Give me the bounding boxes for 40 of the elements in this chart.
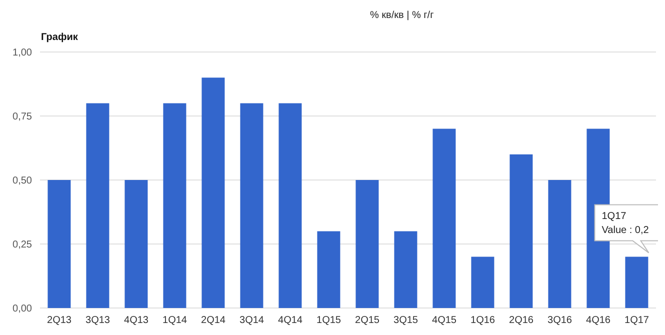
bar bbox=[48, 180, 71, 308]
x-tick-label: 3Q15 bbox=[394, 315, 418, 326]
bar bbox=[240, 103, 264, 308]
chart-title: График bbox=[41, 32, 78, 43]
x-tick-label: 4Q13 bbox=[124, 315, 149, 326]
y-tick-label: 0,50 bbox=[12, 176, 32, 187]
x-tick-label: 1Q14 bbox=[162, 315, 188, 326]
y-tick-label: 1,00 bbox=[12, 48, 32, 59]
bar bbox=[548, 180, 572, 308]
y-tick-label: 0,25 bbox=[12, 240, 32, 251]
bar bbox=[124, 180, 148, 308]
bar bbox=[510, 154, 533, 308]
y-tick-label: 0,75 bbox=[12, 112, 32, 123]
bar bbox=[163, 103, 186, 308]
x-tick-label: 3Q14 bbox=[240, 315, 264, 326]
x-tick-label: 2Q14 bbox=[201, 315, 226, 326]
bar bbox=[278, 103, 302, 308]
bar bbox=[356, 180, 379, 308]
x-tick-label: 1Q17 bbox=[624, 315, 650, 326]
x-tick-label: 2Q15 bbox=[355, 315, 380, 326]
chart-subtitle: % кв/кв | % г/г bbox=[370, 10, 434, 21]
bar bbox=[202, 78, 225, 308]
bar bbox=[394, 231, 418, 308]
x-tick-label: 3Q13 bbox=[86, 315, 110, 326]
bar bbox=[471, 256, 494, 308]
bar bbox=[432, 128, 456, 308]
x-tick-label: 4Q14 bbox=[278, 315, 303, 326]
x-tick-label: 2Q13 bbox=[47, 315, 72, 326]
x-tick-label: 4Q16 bbox=[586, 315, 611, 326]
annotation: 1Q17 bbox=[602, 210, 627, 222]
annotation: Value : 0,2 bbox=[602, 224, 650, 236]
bar bbox=[625, 256, 648, 308]
x-tick-label: 4Q15 bbox=[432, 315, 457, 326]
bar bbox=[86, 103, 110, 308]
x-tick-label: 1Q15 bbox=[316, 315, 342, 326]
bar bbox=[317, 231, 340, 308]
x-tick-label: 3Q16 bbox=[548, 315, 572, 326]
x-tick-label: 2Q16 bbox=[509, 315, 534, 326]
x-tick-label: 1Q16 bbox=[470, 315, 496, 326]
y-tick-label: 0,00 bbox=[12, 304, 32, 315]
